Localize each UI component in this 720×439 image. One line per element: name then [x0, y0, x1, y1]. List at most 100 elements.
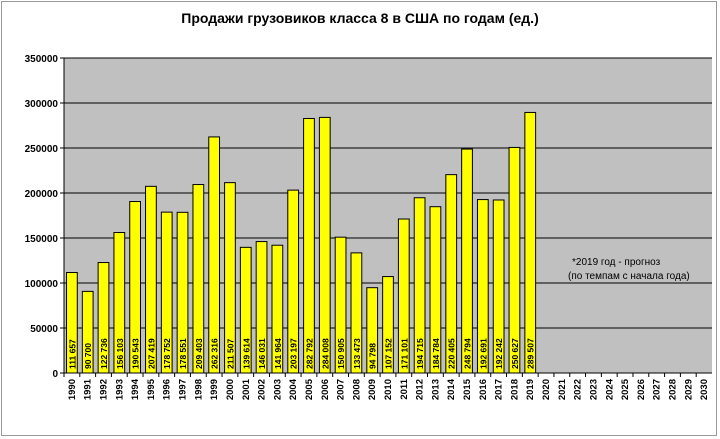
- bar: [113, 232, 126, 374]
- bar: [208, 136, 221, 374]
- x-tick-label: 2000: [225, 379, 236, 400]
- x-tick-label: 2015: [462, 378, 473, 400]
- bar: [397, 218, 410, 374]
- x-tick-label: 2025: [620, 378, 631, 400]
- x-tick-label: 1996: [162, 379, 173, 400]
- data-label: 194 715: [415, 338, 425, 369]
- x-tick-label: 2017: [494, 379, 505, 400]
- y-tick-label: 150000: [25, 234, 59, 245]
- data-label: 211 507: [225, 338, 235, 369]
- data-label: 178 752: [162, 338, 172, 369]
- data-label: 146 031: [257, 338, 267, 369]
- data-label: 156 103: [115, 338, 125, 369]
- x-tick-label: 2016: [478, 379, 489, 400]
- x-tick-label: 2018: [509, 379, 520, 400]
- y-tick-label: 100000: [25, 279, 59, 290]
- y-tick-label: 50000: [30, 324, 58, 335]
- bar: [176, 211, 189, 374]
- bar: [224, 182, 236, 374]
- annotation-text: (по темпам с начала года): [568, 271, 690, 282]
- bar: [461, 148, 473, 374]
- x-tick-label: 2002: [257, 379, 268, 400]
- x-tick-label: 2004: [288, 378, 299, 400]
- y-tick-label: 0: [52, 369, 58, 380]
- bar: [318, 116, 331, 374]
- bar: [129, 201, 141, 374]
- bar: [81, 290, 94, 374]
- data-label: 203 197: [289, 338, 299, 369]
- x-tick-label: 2024: [604, 378, 615, 400]
- x-tick-label: 1991: [83, 378, 94, 400]
- data-label: 248 794: [463, 338, 473, 369]
- data-label: 111 657: [67, 339, 77, 369]
- bar: [287, 189, 300, 374]
- data-label: 141 964: [273, 338, 283, 369]
- data-label: 122 736: [99, 338, 109, 369]
- x-tick-label: 2014: [446, 378, 457, 400]
- chart-title: Продажи грузовиков класса 8 в США по год…: [181, 10, 539, 26]
- x-tick-label: 2023: [588, 379, 599, 400]
- data-label: 289 507: [526, 338, 536, 369]
- x-tick-label: 2019: [525, 379, 536, 400]
- data-label: 207 419: [146, 338, 156, 369]
- x-tick-label: 2001: [241, 378, 252, 400]
- x-tick-label: 1993: [114, 379, 125, 400]
- x-tick-label: 2011: [399, 378, 410, 399]
- data-label: 190 543: [131, 338, 141, 369]
- x-tick-label: 2005: [304, 378, 315, 400]
- bar: [66, 272, 78, 374]
- x-tick-label: 1994: [130, 378, 141, 400]
- bar: [524, 111, 537, 374]
- bar: [445, 174, 458, 374]
- x-tick-label: 2020: [541, 379, 552, 400]
- data-label: 184 784: [431, 338, 441, 369]
- x-tick-label: 2026: [636, 379, 647, 400]
- x-tick-label: 1990: [67, 379, 78, 400]
- x-tick-label: 2012: [415, 379, 426, 400]
- x-tick-label: 2010: [383, 379, 394, 400]
- data-label: 220 405: [447, 338, 457, 369]
- bar: [476, 199, 489, 374]
- x-tick-label: 1999: [209, 379, 220, 400]
- bar: [145, 185, 157, 374]
- x-tick-label: 1997: [178, 379, 189, 400]
- y-tick-label: 200000: [25, 189, 59, 200]
- x-tick-label: 2006: [320, 379, 331, 400]
- bar: [429, 206, 442, 374]
- x-tick-label: 2029: [683, 379, 694, 400]
- data-label: 107 152: [384, 338, 394, 369]
- data-label: 209 403: [194, 338, 204, 369]
- data-label: 192 242: [494, 338, 504, 369]
- bar: [97, 262, 110, 374]
- x-tick-label: 2009: [367, 379, 378, 400]
- bar: [366, 287, 379, 374]
- x-tick-label: 1992: [99, 379, 110, 400]
- data-label: 282 792: [304, 338, 314, 369]
- bar: [334, 236, 347, 374]
- x-tick-label: 2003: [272, 379, 283, 400]
- x-tick-label: 2022: [573, 379, 584, 400]
- x-tick-label: 2007: [336, 379, 347, 400]
- data-label: 284 008: [320, 338, 330, 369]
- bar: [492, 199, 505, 374]
- y-tick-label: 350000: [25, 54, 59, 65]
- x-tick-label: 2028: [667, 379, 678, 400]
- data-label: 150 905: [336, 338, 346, 369]
- data-label: 90 700: [83, 343, 93, 369]
- bar: [239, 246, 252, 374]
- data-label: 94 798: [368, 343, 378, 369]
- x-tick-label: 1995: [146, 378, 157, 400]
- data-label: 133 473: [352, 338, 362, 369]
- bar: [303, 117, 315, 374]
- bar: [350, 252, 363, 374]
- bar: [382, 276, 394, 374]
- bar: [160, 211, 173, 374]
- bar: [508, 146, 521, 374]
- data-label: 139 614: [241, 338, 251, 369]
- data-label: 250 627: [510, 338, 520, 369]
- bar: [255, 241, 268, 374]
- data-label: 178 551: [178, 338, 188, 369]
- bar: [413, 197, 426, 374]
- data-label: 262 316: [210, 338, 220, 369]
- y-tick-label: 300000: [25, 99, 59, 110]
